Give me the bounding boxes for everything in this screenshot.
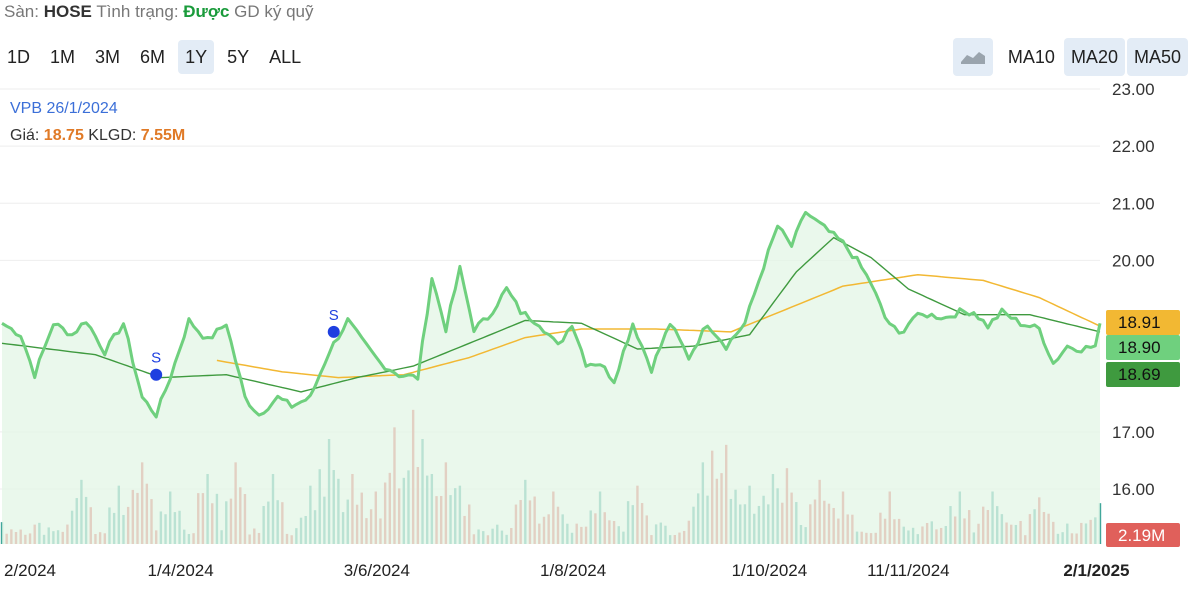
status-value: Được — [183, 2, 230, 21]
stock-info-bar: Sàn: HOSE Tình trạng: Được GD ký quỹ — [4, 2, 314, 21]
x-tick-label: 1/8/2024 — [540, 561, 606, 580]
x-tick-label: 1/4/2024 — [148, 561, 214, 580]
volume-badge-value: 2.19M — [1118, 526, 1165, 545]
price-badge: 18.91 — [1106, 310, 1180, 335]
margin-text: GD ký quỹ — [234, 2, 314, 21]
range-1y-button[interactable]: 1Y — [178, 40, 215, 74]
tooltip-ticker-date: VPB 26/1/2024 — [10, 100, 118, 117]
price-badge: 18.90 — [1106, 335, 1180, 360]
range-6m-button[interactable]: 6M — [140, 47, 166, 67]
y-tick-label: 17.00 — [1112, 423, 1155, 442]
exchange-name: HOSE — [43, 2, 92, 21]
y-tick-label: 20.00 — [1112, 251, 1155, 270]
signal-marker — [327, 325, 340, 338]
ma20-line — [1, 236, 1101, 393]
y-tick-label: 22.00 — [1112, 137, 1155, 156]
volume-badge-bg — [1106, 523, 1180, 547]
indicator-toolbar: MA10 MA20 MA50 — [952, 38, 1188, 76]
range-1d-button[interactable]: 1D — [7, 47, 31, 67]
range-selector: 1D 1M 3M 6M 1Y 5Y ALL — [0, 40, 314, 74]
price-area — [2, 212, 1100, 544]
area-chart-icon — [960, 52, 985, 64]
tooltip-volume: 7.55M — [140, 127, 186, 144]
y-tick-label: 23.00 — [1112, 80, 1155, 99]
signal-marker — [150, 368, 163, 381]
range-all-button[interactable]: ALL — [269, 47, 302, 67]
y-tick-label: 21.00 — [1112, 194, 1155, 213]
price-badge-value: 18.90 — [1118, 338, 1161, 357]
signal-label: S — [151, 350, 161, 367]
ma20-button[interactable]: MA20 — [1063, 38, 1125, 76]
ma10-button[interactable]: MA10 — [1007, 47, 1055, 67]
x-tick-label: 3/6/2024 — [344, 561, 410, 580]
price-line — [1, 210, 1102, 419]
x-tick-label: 11/11/2024 — [867, 561, 950, 580]
area-chart-toggle[interactable] — [952, 38, 993, 76]
price-badge-bg — [1106, 310, 1180, 335]
price-badge: 18.69 — [1106, 362, 1180, 387]
range-5y-button[interactable]: 5Y — [227, 47, 250, 67]
price-badge-value: 18.69 — [1118, 365, 1161, 384]
y-tick-label: 16.00 — [1112, 480, 1155, 499]
range-1m-button[interactable]: 1M — [50, 47, 76, 67]
x-tick-label: 1/10/2024 — [732, 561, 808, 580]
x-tick-label: 2/2024 — [4, 561, 56, 580]
signal-label: S — [329, 307, 339, 324]
range-3m-button[interactable]: 3M — [95, 47, 121, 67]
tooltip-price: 18.75 — [43, 127, 84, 144]
price-badge-value: 18.91 — [1118, 313, 1161, 332]
price-badge-bg — [1106, 362, 1180, 387]
x-tick-label: 2/1/2025 — [1063, 561, 1129, 580]
price-badge-bg — [1106, 335, 1180, 360]
ma50-button[interactable]: MA50 — [1126, 38, 1188, 76]
tooltip-values: Giá: 18.75 KLGD: 7.55M — [10, 127, 186, 144]
